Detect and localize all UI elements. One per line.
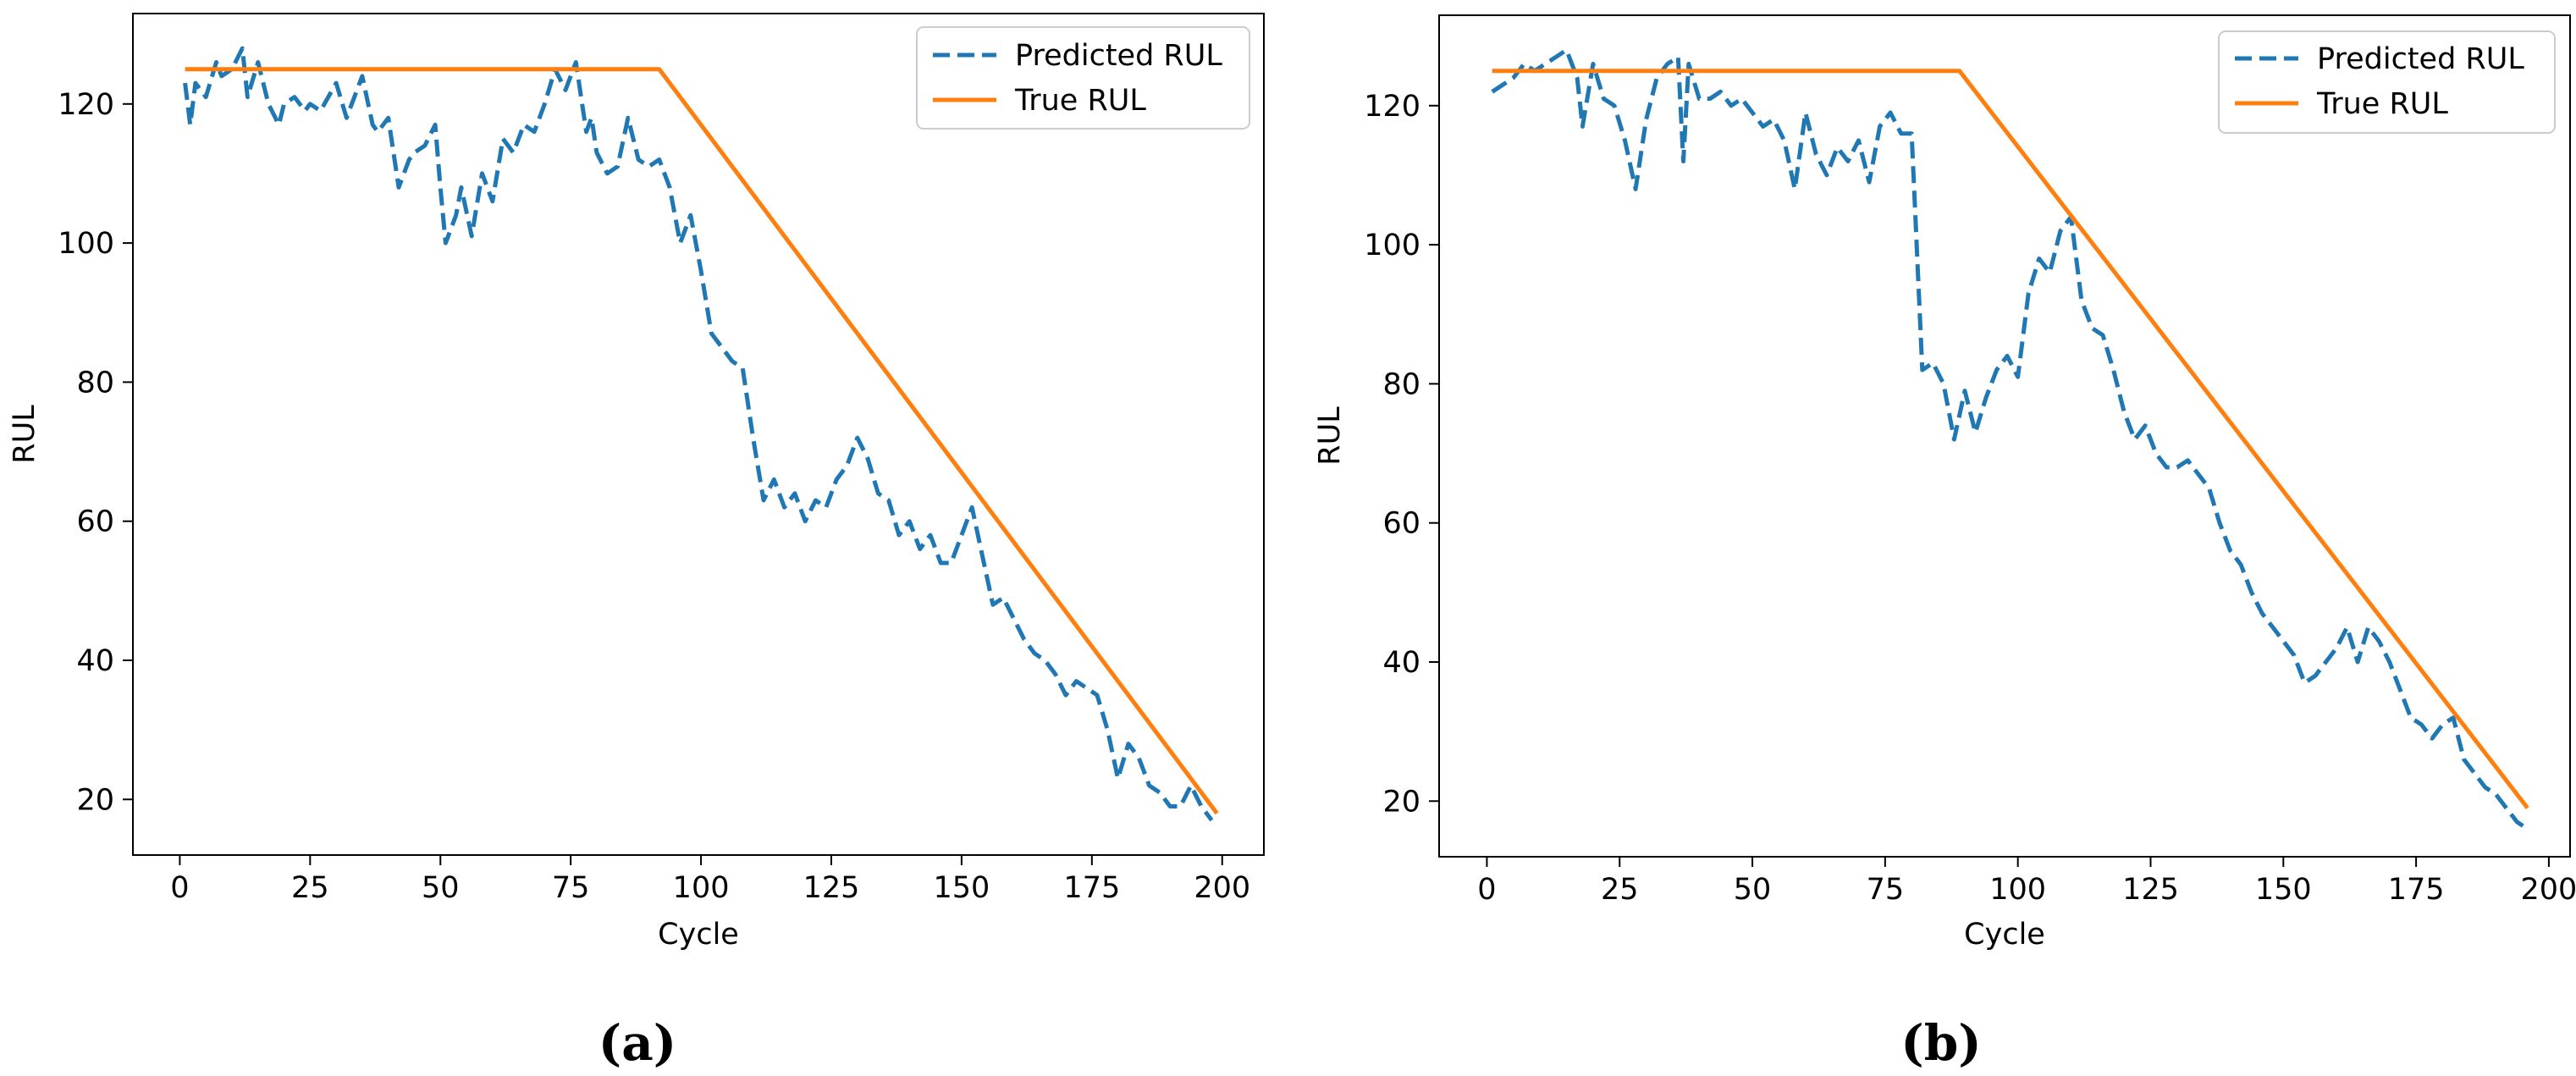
legend: Predicted RUL True RUL (916, 26, 1250, 130)
y-axis-label: RUL (1313, 406, 1347, 466)
x-tick-label: 100 (673, 871, 730, 905)
legend-box (916, 26, 1250, 130)
x-tick-label: 200 (2521, 873, 2576, 907)
legend-label-true: True RUL (1014, 84, 1146, 118)
axes-frame (1438, 14, 2571, 858)
x-tick-label: 0 (1477, 873, 1496, 907)
x-tick-label: 125 (803, 871, 860, 905)
y-tick-label: 80 (1382, 367, 1420, 401)
true-rul-line (1492, 69, 2529, 810)
panel-a: 0 25 50 75 100 125 150 175 200 20 40 60 80 100 120 Cy… (8, 13, 1265, 1072)
x-tick-label: 50 (422, 871, 460, 905)
x-ticks: 0 25 50 75 100 125 150 175 200 (1477, 857, 2576, 907)
y-tick-label: 120 (58, 88, 114, 122)
y-ticks: 20 40 60 80 100 120 (58, 88, 133, 817)
x-tick-label: 75 (552, 871, 590, 905)
y-tick-label: 40 (76, 644, 114, 678)
y-tick-label: 100 (1364, 229, 1420, 262)
plot-lines (1491, 47, 2529, 831)
x-tick-label: 25 (291, 871, 329, 905)
plot-lines (183, 46, 1219, 822)
x-tick-label: 125 (2122, 873, 2179, 907)
y-tick-label: 60 (76, 505, 114, 539)
x-tick-label: 75 (1867, 873, 1905, 907)
axes-frame (132, 13, 1265, 856)
y-tick-label: 80 (76, 366, 114, 400)
y-tick-label: 60 (1382, 507, 1420, 541)
y-tick-label: 20 (1382, 785, 1420, 819)
x-tick-label: 175 (1063, 871, 1120, 905)
x-tick-label: 50 (1734, 873, 1772, 907)
x-tick-label: 150 (2255, 873, 2312, 907)
x-tick-label: 150 (934, 871, 990, 905)
y-tick-label: 20 (76, 783, 114, 817)
y-ticks: 20 40 60 80 100 120 (1364, 90, 1439, 819)
legend-label-predicted: Predicted RUL (1015, 39, 1222, 73)
true-rul-line (185, 67, 1219, 815)
x-tick-label: 200 (1194, 871, 1250, 905)
legend-box (2218, 30, 2556, 134)
y-axis-label: RUL (8, 405, 41, 464)
y-tick-label: 100 (58, 227, 114, 261)
panel-b: 0 25 50 75 100 125 150 175 200 20 40 60 80 100 120 Cy… (1313, 14, 2576, 1072)
panel-caption: (a) (598, 1014, 676, 1072)
x-tick-label: 175 (2388, 873, 2445, 907)
x-tick-label: 25 (1601, 873, 1639, 907)
legend: Predicted RUL True RUL (2218, 30, 2556, 134)
x-axis-label: Cycle (1964, 918, 2045, 952)
predicted-rul-line (183, 46, 1214, 822)
x-ticks: 0 25 50 75 100 125 150 175 200 (170, 855, 1250, 905)
y-tick-label: 40 (1382, 646, 1420, 680)
legend-label-predicted: Predicted RUL (2317, 42, 2524, 76)
y-tick-label: 120 (1364, 90, 1420, 124)
x-tick-label: 100 (1989, 873, 2046, 907)
legend-label-true: True RUL (2316, 87, 2448, 121)
x-tick-label: 0 (170, 871, 189, 905)
panel-caption: (b) (1900, 1014, 1981, 1072)
x-axis-label: Cycle (658, 918, 739, 952)
